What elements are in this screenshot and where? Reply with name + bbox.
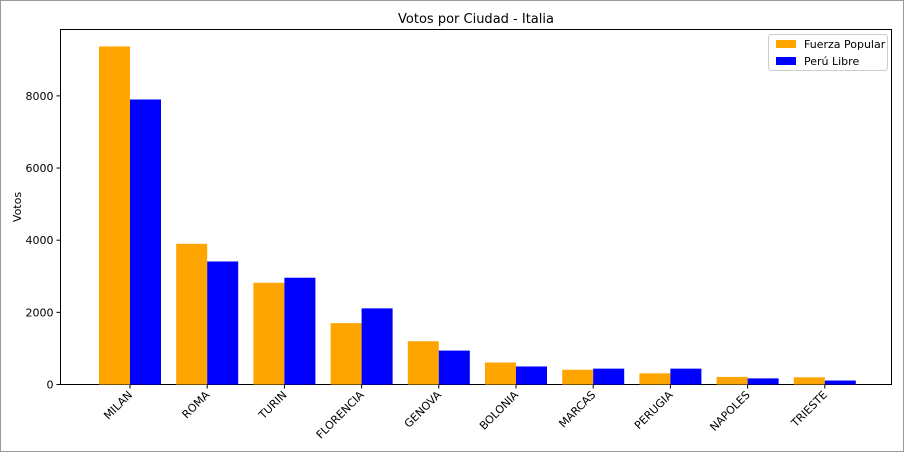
bar-peru-libre-roma: [207, 261, 239, 385]
x-tick-label: FLORENCIA: [314, 388, 367, 441]
bar-peru-libre-marcas: [593, 368, 625, 385]
x-tick-label: TURIN: [256, 388, 290, 422]
plot-area: [60, 29, 892, 385]
y-tick-label: 2000: [26, 306, 54, 319]
y-tick-label: 8000: [26, 90, 54, 103]
bar-fuerza-popular-perugia: [639, 373, 671, 385]
x-tick-label: BOLONIA: [477, 388, 521, 432]
legend-swatch: [776, 57, 796, 65]
bars-group: [99, 46, 856, 385]
bar-peru-libre-genova: [438, 350, 470, 385]
x-axis-ticks: MILAN ROMA TURIN FLORENCIA GENOVA BOLONIA MARC…: [101, 384, 830, 441]
y-tick-label: 0: [47, 379, 54, 392]
legend-swatch: [776, 40, 796, 48]
chart-title: Votos por Ciudad - Italia: [398, 12, 554, 27]
bar-fuerza-popular-milan: [99, 46, 130, 385]
x-tick-label: GENOVA: [402, 388, 444, 430]
bar-peru-libre-milan: [130, 99, 161, 385]
x-tick-label: MARCAS: [556, 388, 598, 430]
y-axis-label: Votos: [11, 192, 24, 222]
bar-peru-libre-perugia: [670, 368, 702, 385]
legend: Fuerza Popular Perú Libre: [768, 34, 888, 71]
bar-peru-libre-bolonia: [516, 366, 547, 385]
x-tick-label: MILAN: [101, 388, 135, 422]
legend-box: [768, 34, 888, 71]
x-tick-label: NAPOLES: [707, 388, 752, 433]
bar-peru-libre-turin: [284, 277, 316, 385]
bar-fuerza-popular-napoles: [716, 376, 748, 385]
bar-fuerza-popular-turin: [253, 282, 285, 385]
legend-label: Fuerza Popular: [804, 38, 886, 51]
bar-fuerza-popular-bolonia: [485, 362, 516, 385]
x-tick-label: ROMA: [180, 388, 213, 421]
bar-peru-libre-trieste: [824, 380, 856, 385]
y-tick-label: 4000: [26, 234, 54, 247]
bar-fuerza-popular-marcas: [562, 369, 594, 385]
bar-peru-libre-florencia: [361, 308, 393, 385]
bar-fuerza-popular-genova: [407, 341, 439, 385]
bar-fuerza-popular-trieste: [793, 377, 825, 385]
y-tick-label: 6000: [26, 162, 54, 175]
legend-label: Perú Libre: [804, 55, 859, 68]
y-axis-ticks: 0 2000 4000 6000 8000: [26, 90, 61, 392]
bar-fuerza-popular-florencia: [330, 323, 362, 385]
x-tick-label: TRIESTE: [788, 388, 830, 430]
bar-peru-libre-napoles: [747, 378, 779, 385]
x-tick-label: PERUGIA: [632, 388, 676, 432]
bar-fuerza-popular-roma: [176, 243, 208, 385]
